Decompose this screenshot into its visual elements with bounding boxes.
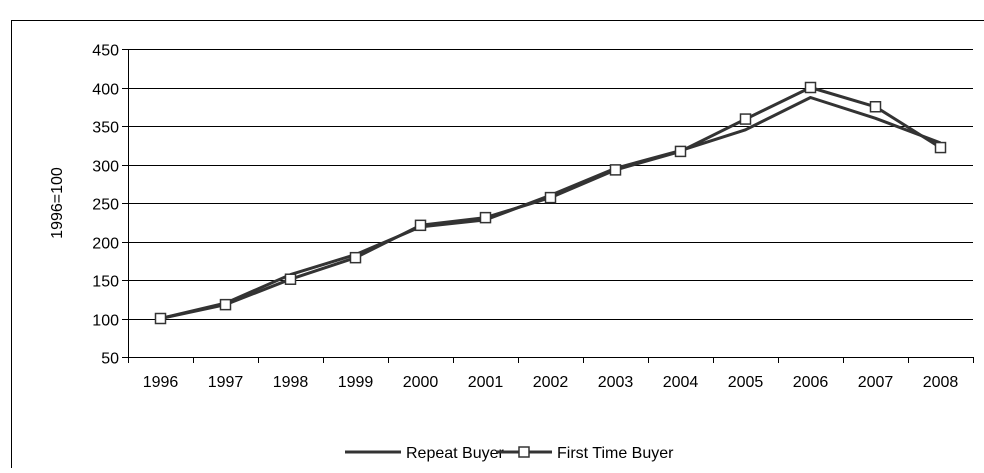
data-point-marker xyxy=(286,274,296,284)
y-tick-label: 50 xyxy=(101,351,119,368)
y-tick-label: 300 xyxy=(92,159,119,176)
data-point-marker xyxy=(351,253,361,263)
y-tick-labels: 50 100 150 200 250 300 350 400 450 xyxy=(92,43,119,368)
legend: Repeat Buyer First Time Buyer xyxy=(345,445,674,462)
y-tick-label: 200 xyxy=(92,236,119,253)
x-tick-labels: 1996 1997 1998 1999 2000 2001 2002 2003 2004 2005… xyxy=(143,374,959,391)
data-point-marker xyxy=(546,193,556,203)
x-tick-label: 2002 xyxy=(533,374,569,391)
grid-lines xyxy=(128,50,973,320)
legend-marker xyxy=(519,447,529,457)
x-tick-label: 2006 xyxy=(793,374,829,391)
y-tick-label: 350 xyxy=(92,120,119,137)
data-point-marker xyxy=(416,220,426,230)
data-point-marker xyxy=(871,102,881,112)
x-tick-label: 2000 xyxy=(403,374,439,391)
y-axis-label: 1996=100 xyxy=(49,167,66,239)
data-point-marker xyxy=(481,213,491,223)
x-tick-label: 1997 xyxy=(208,374,244,391)
chart-border xyxy=(12,21,984,469)
x-tick-label: 2007 xyxy=(858,374,894,391)
y-tick-label: 150 xyxy=(92,274,119,291)
y-tick-label: 100 xyxy=(92,313,119,330)
x-tick-label: 2005 xyxy=(728,374,764,391)
data-point-marker xyxy=(611,165,621,175)
x-tick-label: 1998 xyxy=(273,374,309,391)
data-point-marker xyxy=(741,114,751,124)
x-tick-label: 2008 xyxy=(923,374,959,391)
data-point-marker xyxy=(676,146,686,156)
legend-label: Repeat Buyer xyxy=(406,445,505,462)
data-point-marker xyxy=(156,314,166,324)
legend-label: First Time Buyer xyxy=(557,445,674,462)
x-tick-label: 2003 xyxy=(598,374,634,391)
data-point-marker xyxy=(806,83,816,93)
x-tick-label: 2001 xyxy=(468,374,504,391)
y-tick-label: 250 xyxy=(92,197,119,214)
x-tick-label: 1999 xyxy=(338,374,374,391)
data-point-marker xyxy=(221,300,231,310)
data-point-marker xyxy=(936,143,946,153)
axes xyxy=(122,49,974,363)
y-tick-label: 400 xyxy=(92,82,119,99)
x-tick-label: 2004 xyxy=(663,374,699,391)
y-tick-label: 450 xyxy=(92,43,119,60)
x-tick-label: 1996 xyxy=(143,374,179,391)
